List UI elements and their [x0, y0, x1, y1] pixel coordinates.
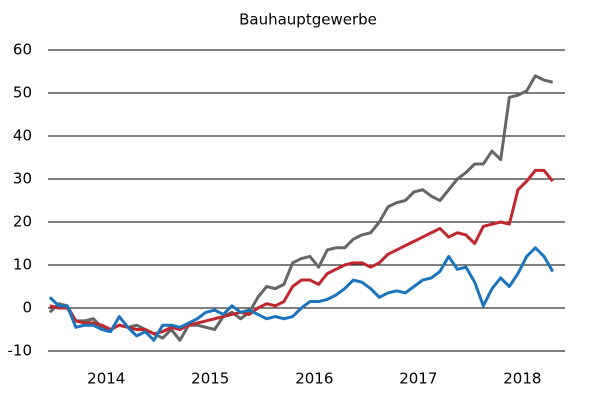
series-line — [48, 74, 554, 342]
chart-title: Bauhauptgewerbe — [239, 11, 377, 29]
x-tick-label: 2015 — [191, 370, 229, 388]
x-tick-label: 2016 — [295, 370, 333, 388]
series-line — [48, 246, 555, 342]
x-tick-label: 2018 — [503, 370, 541, 388]
x-tick-label: 2014 — [87, 370, 125, 388]
series-line — [49, 168, 554, 336]
y-tick-label: 0 — [22, 299, 32, 317]
y-tick-label: 50 — [13, 84, 32, 102]
x-tick-label: 2017 — [399, 370, 437, 388]
y-tick-label: 10 — [13, 256, 32, 274]
y-tick-label: 30 — [13, 170, 32, 188]
y-tick-label: 40 — [13, 127, 32, 145]
y-tick-label: -10 — [8, 342, 33, 360]
y-tick-label: 60 — [13, 41, 32, 59]
y-tick-label: 20 — [13, 213, 32, 231]
